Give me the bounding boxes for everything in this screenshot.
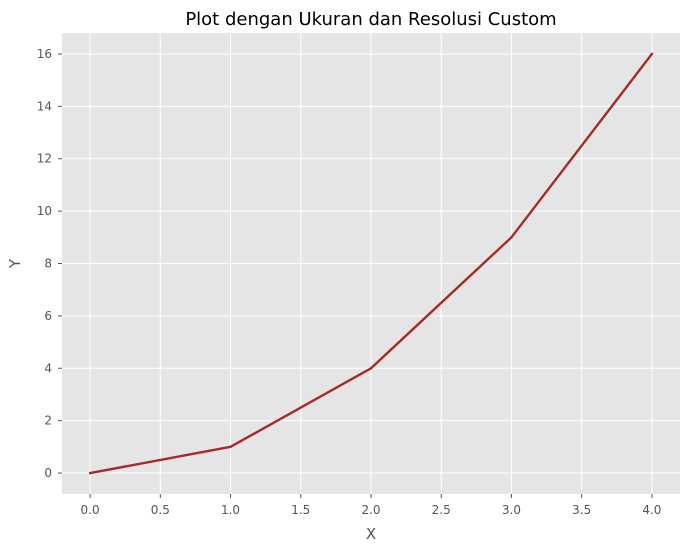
x-tick-labels: 0.0 0.5 1.0 1.5 2.0 2.5 3.0 3.5 4.0 [81, 494, 661, 517]
data-point [510, 236, 513, 239]
x-tick-label: 1.5 [291, 503, 310, 517]
y-axis-title: Y [6, 258, 24, 269]
x-tick-label: 4.0 [642, 503, 661, 517]
data-point [650, 52, 654, 56]
y-tick-label: 8 [44, 257, 52, 271]
chart-title: Plot dengan Ukuran dan Resolusi Custom [185, 9, 556, 30]
y-tick-labels: 0 2 4 6 8 10 12 14 16 [37, 47, 62, 480]
y-tick-label: 0 [44, 466, 52, 480]
y-tick-label: 14 [37, 99, 52, 113]
y-tick-label: 6 [44, 309, 52, 323]
x-tick-label: 0.5 [151, 503, 170, 517]
data-point [88, 471, 92, 475]
y-tick-label: 16 [37, 47, 52, 61]
x-tick-label: 0.0 [81, 503, 100, 517]
y-tick-label: 2 [44, 414, 52, 428]
x-tick-label: 2.0 [361, 503, 380, 517]
grid-lines [62, 33, 680, 494]
data-point [369, 367, 373, 370]
x-axis-title: X [366, 525, 376, 543]
y-tick-label: 10 [37, 204, 52, 218]
x-tick-label: 2.5 [432, 503, 451, 517]
series-layer [88, 52, 654, 475]
y-tick-label: 4 [44, 361, 52, 375]
y-tick-label: 12 [37, 152, 52, 166]
x-tick-label: 3.0 [502, 503, 521, 517]
x-tick-label: 1.0 [221, 503, 240, 517]
data-point [229, 445, 232, 449]
x-tick-label: 3.5 [572, 503, 591, 517]
